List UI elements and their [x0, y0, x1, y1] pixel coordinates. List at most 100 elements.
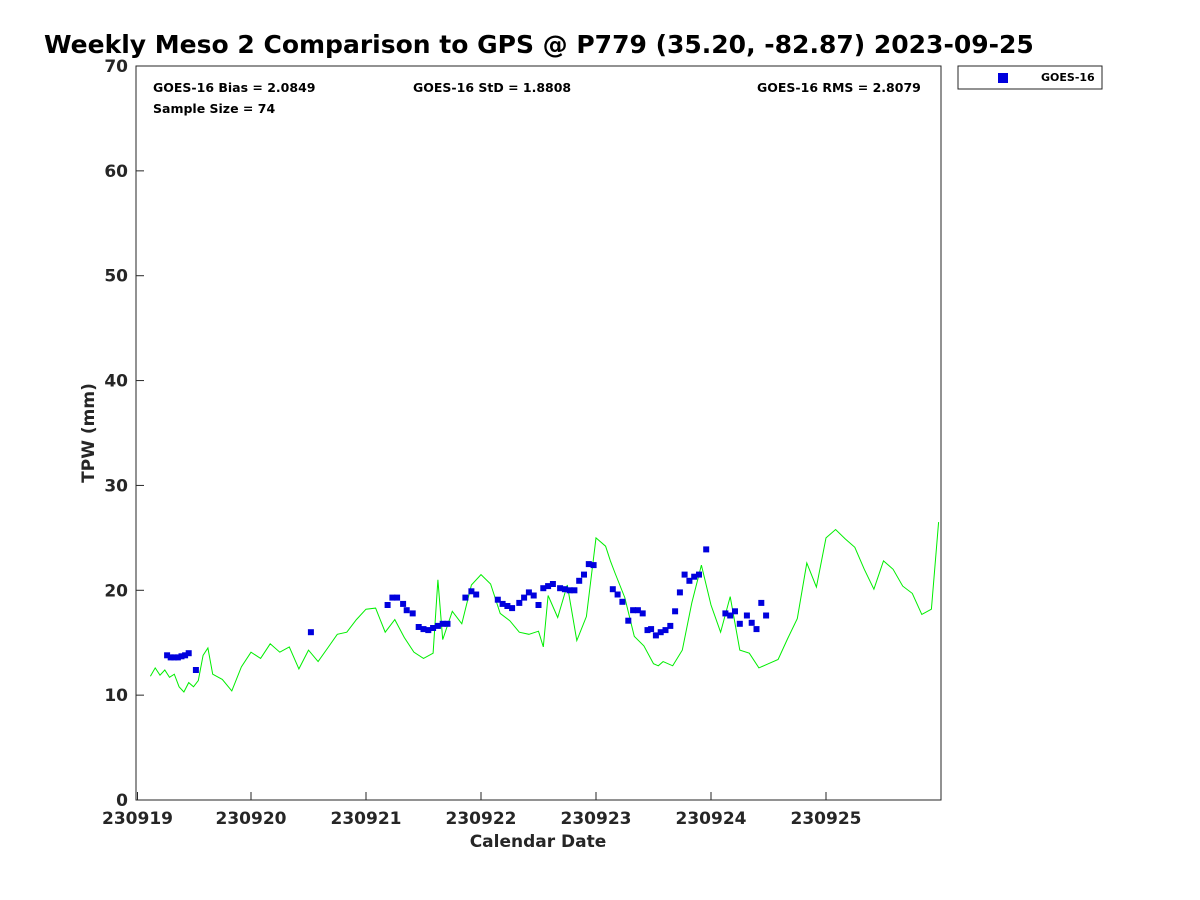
data-point-goes16 [434, 622, 441, 629]
data-point-goes16 [409, 610, 416, 617]
data-point-goes16 [676, 589, 683, 596]
data-point-goes16 [430, 625, 437, 631]
data-point-goes16 [415, 624, 422, 630]
data-point-goes16 [639, 610, 646, 617]
data-point-goes16 [609, 586, 616, 593]
data-point-goes16 [648, 626, 655, 633]
data-point-goes16 [703, 546, 710, 553]
data-point-goes16 [672, 608, 679, 615]
data-point-goes16 [384, 602, 391, 608]
data-point-goes16 [722, 610, 729, 617]
data-point-goes16 [732, 608, 738, 615]
y-tick-label: 60 [104, 162, 128, 182]
x-tick-label: 230920 [216, 809, 287, 829]
data-point-goes16 [473, 591, 480, 598]
y-tick-label: 10 [104, 686, 128, 706]
data-point-goes16 [571, 587, 578, 594]
x-tick-label: 230923 [561, 809, 632, 829]
data-point-goes16 [439, 620, 446, 627]
legend-box [957, 65, 1103, 90]
data-point-goes16 [389, 594, 396, 601]
y-tick-label: 0 [116, 791, 128, 811]
data-point-goes16 [525, 589, 532, 596]
data-point-goes16 [667, 622, 674, 629]
data-point-goes16 [468, 588, 475, 595]
data-marks [149, 522, 940, 693]
axes: 0 10 20 30 40 50 60 70 230919 230920 230921 230922 2… [102, 57, 861, 829]
x-tick-label: 230921 [331, 809, 402, 829]
data-point-goes16 [167, 654, 174, 661]
data-point-goes16 [182, 652, 189, 659]
data-point-goes16 [499, 600, 506, 607]
y-axis-label: TPW (mm) [79, 383, 99, 483]
data-point-goes16 [743, 612, 750, 619]
data-point-goes16 [462, 594, 469, 601]
data-point-goes16 [561, 586, 568, 593]
data-point-goes16 [192, 667, 199, 673]
data-point-goes16 [540, 585, 547, 592]
data-point-goes16 [307, 629, 314, 636]
data-point-goes16 [420, 626, 427, 633]
y-tick-label: 50 [104, 267, 128, 287]
data-point-goes16 [634, 607, 641, 614]
plot-area [135, 65, 942, 801]
data-point-goes16 [400, 600, 407, 607]
data-point-goes16 [576, 577, 583, 584]
data-point-goes16 [619, 598, 626, 605]
data-point-goes16 [521, 594, 528, 601]
y-tick-label: 30 [104, 476, 128, 496]
data-point-goes16 [185, 650, 192, 657]
data-point-goes16 [174, 654, 181, 661]
x-tick-label: 230925 [791, 809, 862, 829]
data-point-goes16 [549, 581, 556, 587]
y-tick-label: 20 [104, 581, 128, 601]
data-point-goes16 [753, 626, 760, 633]
x-tick-label: 230919 [102, 809, 173, 829]
data-point-goes16 [758, 599, 765, 606]
data-point-goes16 [652, 632, 659, 639]
data-point-goes16 [394, 594, 401, 601]
data-point-goes16 [535, 602, 542, 608]
x-tick-label: 230924 [676, 809, 747, 829]
y-tick-label: 70 [104, 57, 128, 77]
data-point-goes16 [662, 627, 669, 634]
sample-size-stat: Sample Size = 74 [153, 101, 275, 116]
data-point-goes16 [545, 583, 552, 590]
data-point-goes16 [736, 620, 743, 627]
data-point-goes16 [504, 603, 511, 609]
data-point-goes16 [530, 592, 537, 599]
chart-title: Weekly Meso 2 Comparison to GPS @ P779 (… [44, 30, 1034, 59]
series-line-gps [149, 522, 940, 693]
data-point-goes16 [566, 587, 573, 594]
data-point-goes16 [425, 627, 432, 634]
data-point-goes16 [727, 612, 734, 619]
data-point-goes16 [581, 571, 587, 578]
data-point-goes16 [657, 629, 664, 636]
data-point-goes16 [178, 653, 185, 660]
std-stat: GOES-16 StD = 1.8808 [413, 80, 571, 95]
data-point-goes16 [696, 571, 702, 578]
bias-stat: GOES-16 Bias = 2.0849 [153, 80, 315, 95]
data-point-goes16 [557, 585, 564, 592]
data-point-goes16 [681, 571, 688, 578]
x-axis-label: Calendar Date [470, 832, 607, 852]
y-tick-label: 40 [104, 372, 128, 392]
x-tick-label: 230922 [446, 809, 517, 829]
data-point-goes16 [171, 654, 178, 661]
legend-marker-goes16 [998, 73, 1008, 83]
legend: GOES-16 [957, 65, 1103, 90]
data-point-goes16 [625, 617, 632, 624]
data-point-goes16 [585, 561, 592, 568]
data-point-goes16 [516, 599, 523, 606]
rms-stat: GOES-16 RMS = 2.8079 [757, 80, 921, 95]
data-point-goes16 [748, 619, 755, 626]
data-point-goes16 [614, 591, 621, 598]
data-point-goes16 [691, 573, 698, 580]
data-point-goes16 [444, 620, 451, 627]
data-point-goes16 [164, 652, 171, 659]
legend-label-goes16: GOES-16 [1041, 71, 1095, 84]
data-point-goes16 [686, 577, 693, 584]
data-point-goes16 [644, 627, 651, 634]
data-point-goes16 [403, 607, 410, 614]
